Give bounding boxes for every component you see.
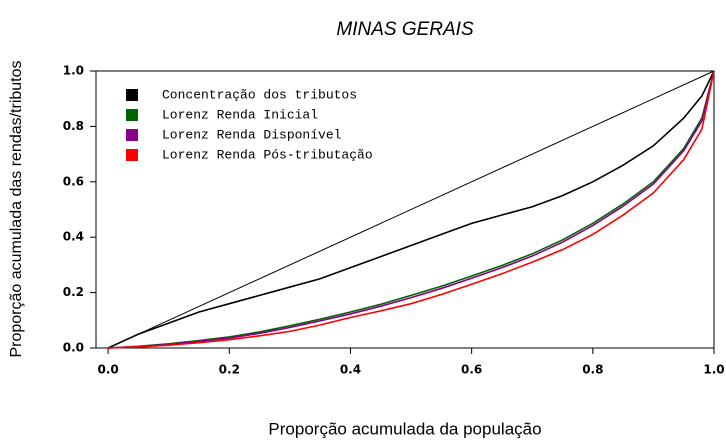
x-axis-label: Proporção acumulada da população — [268, 419, 541, 438]
series-line — [108, 70, 715, 349]
x-tick-label: 0.0 — [97, 363, 118, 377]
legend-label: Lorenz Renda Inicial — [162, 107, 318, 122]
y-axis-label: Proporção acumulada das rendas/tributos — [8, 60, 25, 357]
legend-swatch — [126, 109, 138, 121]
legend-label: Lorenz Renda Pós-tributação — [162, 147, 373, 162]
plot-frame — [95, 70, 715, 349]
legend-swatch — [126, 129, 138, 141]
x-tick-label: 1.0 — [703, 363, 724, 377]
y-tick-label: 0.0 — [63, 341, 84, 355]
y-tick-label: 1.0 — [63, 64, 84, 78]
x-tick-label: 0.8 — [582, 363, 603, 377]
y-tick-label: 0.2 — [63, 285, 84, 299]
y-tick-label: 0.4 — [63, 230, 84, 244]
legend-label: Concentração dos tributos — [162, 87, 357, 102]
legend-swatch — [126, 89, 138, 101]
y-tick-label: 0.6 — [63, 174, 84, 188]
series-line — [108, 70, 715, 349]
diagonal-line — [107, 70, 715, 349]
chart-title: MINAS GERAIS — [336, 19, 474, 40]
legend-swatch — [126, 149, 138, 161]
legend-label: Lorenz Renda Disponível — [162, 127, 342, 142]
series-line — [108, 70, 715, 349]
x-tick-label: 0.6 — [461, 363, 482, 377]
x-tick-label: 0.2 — [219, 363, 240, 377]
x-tick-label: 0.4 — [340, 363, 361, 377]
series-line — [107, 70, 715, 349]
y-tick-label: 0.8 — [63, 119, 84, 133]
